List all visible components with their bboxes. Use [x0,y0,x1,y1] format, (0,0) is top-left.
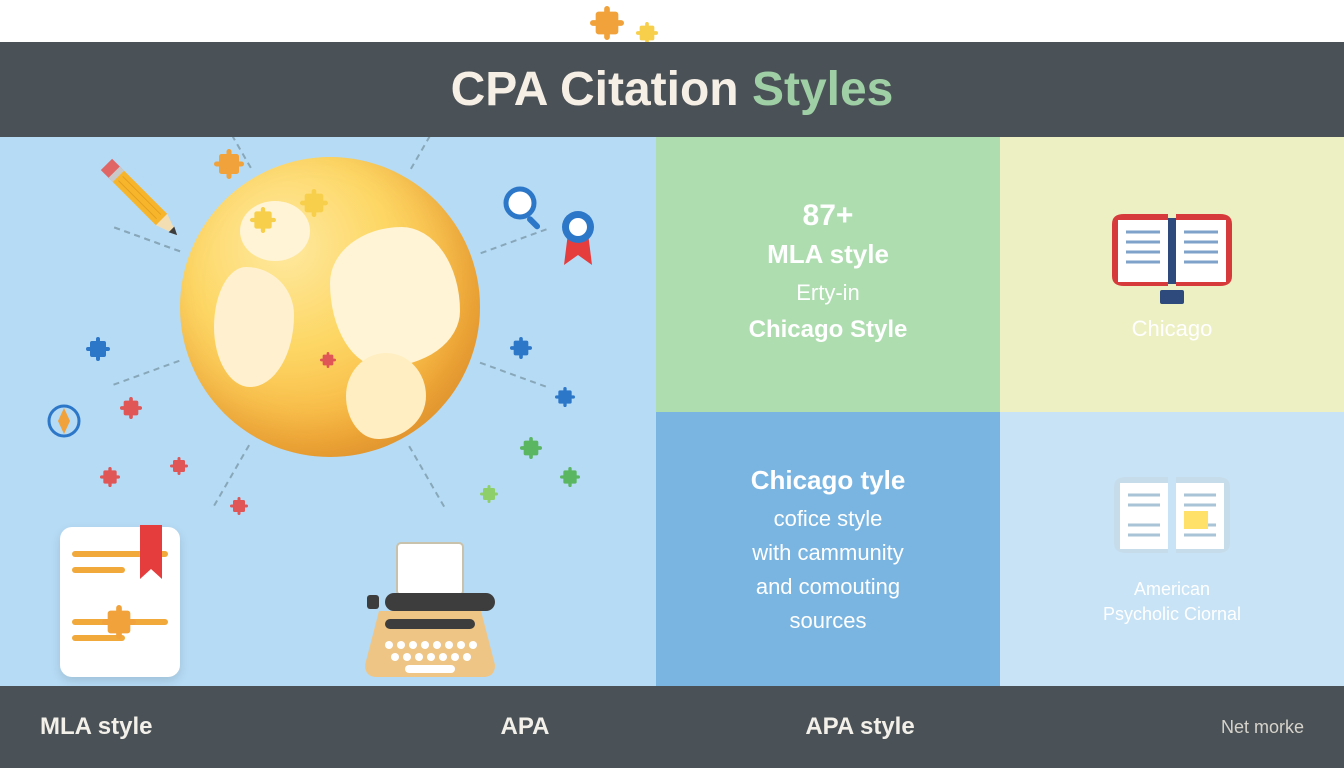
title-main: CPA Citation [451,63,752,116]
footer-label-mla: MLA style [40,713,360,741]
bookmark-icon [140,525,162,569]
compass-icon [46,403,82,444]
footer-label-apa: APA [360,713,690,741]
cell-chicago: Chicago [1000,137,1344,412]
open-book-icon [1102,471,1242,571]
cell-heading: MLA style [767,239,889,270]
cell-mla: 87+ MLA style Erty-in Chicago Style [656,137,1000,412]
cell-label: Chicago [1132,316,1213,342]
puzzle-icon [320,352,336,368]
globe-panel [0,137,656,686]
styles-grid: 87+ MLA style Erty-in Chicago Style [656,137,1344,686]
puzzle-icon [214,149,244,179]
stat-number: 87+ [803,199,854,233]
puzzle-icon [560,467,580,487]
header-decoration [0,0,1344,42]
ray [113,360,179,386]
open-book-icon [1102,206,1242,306]
puzzle-icon [120,397,142,419]
infographic-canvas: CPA Citation Styles [0,0,1344,768]
footer-label-more: Net morke [1030,717,1304,738]
cell-chicago-detail: Chicago tyle cofice style with cammunity… [656,412,1000,687]
page-title: CPA Citation Styles [451,62,894,117]
cell-text: cofice style [774,506,883,532]
cell-text: Erty-in [796,280,860,306]
cell-text: with cammunity [752,540,904,566]
title-accent: Styles [752,63,893,116]
puzzle-icon [510,337,532,359]
puzzle-icon [86,337,110,361]
cell-heading: Chicago tyle [751,465,906,496]
puzzle-icon [230,497,248,515]
puzzle-icon [636,22,658,44]
puzzle-icon [300,189,328,217]
magnifier-icon [500,183,550,238]
document-icon [60,527,180,677]
puzzle-icon [170,457,188,475]
ribbon-icon [556,207,600,276]
puzzle-icon [102,605,136,639]
typewriter-icon [355,537,505,686]
puzzle-icon [100,467,120,487]
main-area: 87+ MLA style Erty-in Chicago Style [0,137,1344,686]
cell-apa: American Psycholic Ciornal [1000,412,1344,687]
puzzle-icon [250,207,276,233]
footer-label-apa-style: APA style [690,713,1030,741]
puzzle-icon [590,6,624,40]
puzzle-icon [480,485,498,503]
cell-text: Psycholic Ciornal [1103,602,1241,626]
puzzle-icon [520,437,542,459]
pencil-icon [93,154,187,248]
puzzle-icon [555,387,575,407]
cell-text: sources [789,608,866,634]
header-bar: CPA Citation Styles [0,42,1344,137]
ray [480,362,546,388]
cell-text: and comouting [756,574,900,600]
cell-subheading: Chicago Style [749,316,908,344]
cell-text: American [1134,577,1210,601]
footer-bar: MLA style APA APA style Net morke [0,686,1344,768]
globe-icon [180,157,480,457]
